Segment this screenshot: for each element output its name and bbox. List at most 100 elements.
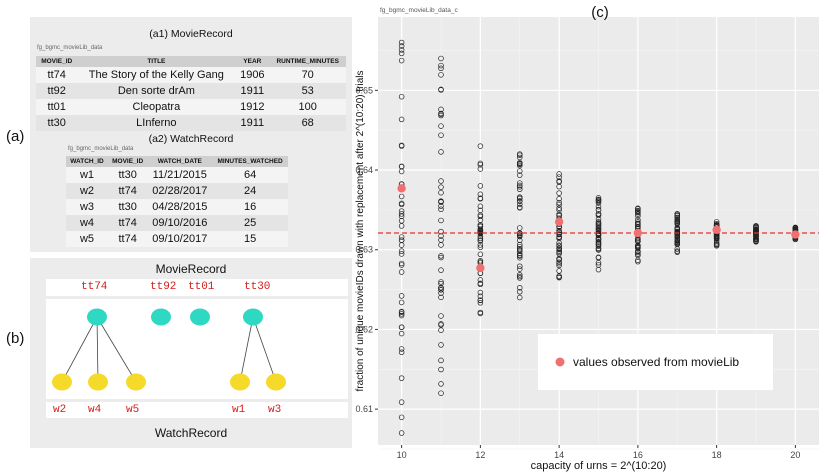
simulated-point (438, 290, 444, 296)
legend-box (538, 334, 773, 390)
simulated-point (635, 258, 641, 265)
simulated-point (477, 251, 484, 258)
movie-record-caption: (a1) MovieRecord (149, 28, 233, 40)
simulated-point (438, 357, 444, 364)
table-cell: 68 (269, 115, 346, 131)
link-edge (61, 316, 98, 383)
simulated-point (438, 287, 444, 293)
table-cell: 100 (269, 99, 346, 115)
simulated-point (517, 294, 523, 301)
simulated-point (477, 242, 484, 248)
simulated-point (477, 277, 484, 283)
legend-marker (555, 357, 565, 367)
table-row: w5 tt74 09/10/2017 15 (66, 231, 288, 247)
simulated-point (438, 253, 444, 259)
simulated-point (398, 93, 405, 100)
simulated-point (477, 300, 484, 306)
watch-node (126, 373, 146, 391)
observed-point (476, 263, 485, 273)
simulated-point (556, 205, 562, 211)
link-edge (96, 316, 99, 383)
simulated-point (438, 313, 444, 319)
simulated-column (674, 211, 681, 255)
table-cell: Den sorte drAm (77, 83, 236, 99)
table-row: tt92 Den sorte drAm 1911 53 (36, 83, 346, 99)
simulated-point (517, 186, 523, 193)
panel-label-b: (b) (6, 330, 25, 347)
simulated-point (556, 190, 562, 196)
simulated-point (713, 219, 720, 225)
simulated-point (595, 266, 602, 273)
simulated-point (517, 194, 523, 200)
movie-node (151, 308, 171, 326)
simulated-point (517, 205, 523, 211)
movie-node (87, 308, 107, 326)
diagram-top-title: MovieRecord (155, 262, 227, 276)
simulated-point (792, 224, 799, 231)
table-cell: 1911 (235, 83, 270, 99)
simulated-point (398, 208, 405, 214)
simulated-point (635, 238, 641, 244)
simulated-point (477, 244, 484, 251)
simulated-point (477, 160, 484, 167)
simulated-point (635, 249, 641, 256)
simulated-point (438, 267, 444, 273)
column-header: MOVIE_ID (107, 156, 148, 167)
table-row: w2 tt74 02/28/2017 24 (66, 183, 288, 199)
simulated-point (398, 251, 405, 257)
simulated-point (517, 254, 523, 261)
movie-id-label: tt92 (150, 281, 177, 293)
x-tick-label: 20 (790, 450, 800, 460)
simulated-point (398, 248, 405, 254)
table-row: w4 tt74 09/10/2016 25 (66, 215, 288, 231)
simulated-point (398, 200, 405, 207)
simulated-point (635, 219, 641, 225)
simulated-point (753, 223, 759, 229)
simulated-point (398, 308, 405, 315)
y-tick-label: 0.61 (355, 404, 373, 414)
simulated-point (517, 263, 523, 270)
simulated-point (595, 223, 602, 230)
table-cell: 16 (212, 199, 288, 215)
simulated-point (595, 239, 602, 245)
simulated-point (438, 55, 444, 62)
simulated-point (398, 324, 405, 330)
simulated-point (595, 211, 602, 217)
link-edge (252, 316, 277, 383)
table-cell: tt74 (107, 215, 148, 231)
y-axis-label: fraction of unique movieIDs drawn with r… (355, 71, 366, 392)
simulated-point (398, 311, 405, 317)
watch-node (52, 373, 72, 391)
simulated-point (438, 112, 444, 119)
simulated-point (477, 196, 484, 202)
simulated-point (438, 132, 444, 138)
simulated-column (438, 55, 444, 396)
simulated-point (595, 235, 602, 242)
simulated-point (398, 414, 405, 421)
simulated-point (517, 241, 523, 248)
simulated-point (556, 179, 562, 185)
chart-subtitle: fg_bgmc_movieLib_data_c (380, 7, 458, 14)
table-row: tt74 The Story of the Kelly Gang 1906 70 (36, 67, 346, 83)
simulated-point (635, 211, 641, 217)
simulated-point (477, 297, 484, 303)
table-cell: 15 (212, 231, 288, 247)
table-cell: 1906 (235, 67, 270, 83)
movie-id-label: tt01 (188, 281, 215, 293)
y-tick-label: 0.64 (355, 165, 373, 175)
simulated-point (556, 257, 562, 263)
simulated-point (556, 259, 562, 265)
simulated-point (556, 199, 562, 206)
observed-point (791, 230, 800, 239)
panel-label-c: (c) (591, 4, 609, 21)
simulated-point (438, 62, 444, 69)
table-row: tt30 LInferno 1911 68 (36, 115, 346, 131)
simulated-point (556, 235, 562, 242)
simulated-point (517, 248, 523, 254)
movie-id-band (46, 279, 348, 296)
simulated-point (595, 207, 602, 213)
simulated-point (556, 196, 562, 202)
x-tick-label: 18 (712, 450, 722, 460)
simulated-point (595, 225, 602, 232)
